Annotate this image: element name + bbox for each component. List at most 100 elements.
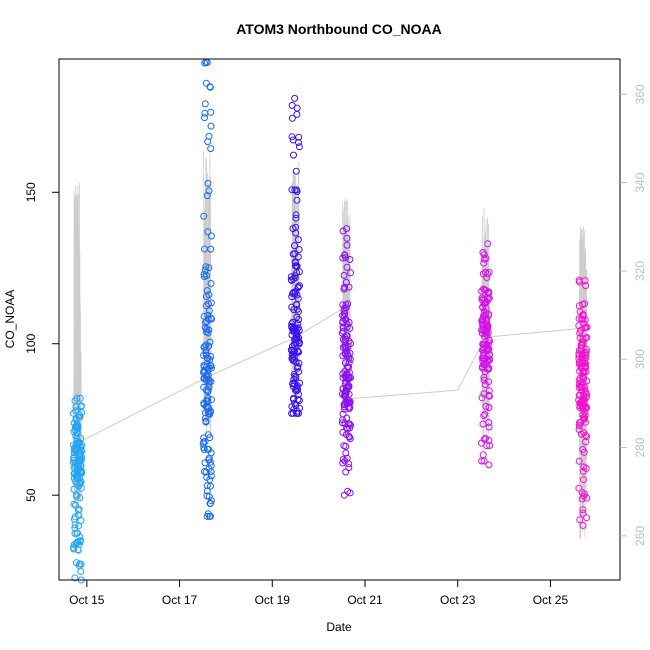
data-point (341, 251, 349, 259)
data-point (483, 365, 491, 373)
data-point (478, 316, 486, 324)
data-point (343, 234, 351, 242)
data-point (201, 109, 209, 117)
data-point (204, 408, 212, 416)
data-point (479, 304, 487, 312)
y2-tick-label: 360 (633, 84, 647, 104)
data-point (287, 273, 295, 281)
data-point (480, 390, 488, 398)
data-point (340, 285, 348, 293)
data-point (342, 345, 350, 352)
data-point (71, 574, 79, 582)
data-point (288, 347, 296, 354)
data-point (344, 300, 352, 308)
data-point (485, 311, 493, 319)
data-point (576, 308, 584, 316)
data-point (295, 348, 302, 356)
data-point (77, 560, 85, 568)
data-point (201, 414, 209, 422)
data-point (583, 514, 591, 522)
y2-axis: 260 280 300 320 340 360 (620, 84, 647, 546)
data-point (295, 368, 303, 376)
data-point (339, 455, 347, 463)
x-tick-label: Oct 21 (347, 593, 383, 607)
data-point (480, 352, 488, 360)
x-tick-label: Oct 17 (162, 593, 198, 607)
data-point (579, 522, 587, 529)
data-point (576, 422, 583, 429)
data-point (342, 278, 350, 286)
data-point (207, 122, 215, 130)
data-point (343, 225, 351, 233)
data-point (583, 433, 591, 441)
data-point (288, 323, 296, 331)
data-point (482, 304, 490, 312)
data-point (486, 442, 494, 449)
data-point (76, 533, 84, 541)
data-point (77, 517, 85, 525)
data-point (75, 505, 83, 513)
data-point (485, 391, 493, 399)
data-point (485, 419, 493, 426)
data-point (345, 460, 353, 468)
data-point (207, 145, 215, 153)
data-point (206, 83, 214, 91)
data-point (582, 282, 590, 290)
data-point (339, 227, 347, 235)
data-point (200, 383, 208, 391)
y-tick-label: 150 (24, 182, 38, 202)
data-point (205, 383, 213, 391)
data-point (289, 250, 297, 258)
data-point (289, 351, 297, 359)
data-point (575, 484, 583, 492)
data-point (77, 469, 85, 477)
data-point (579, 339, 587, 347)
data-point (290, 394, 297, 402)
data-point (581, 396, 589, 404)
data-point (77, 568, 85, 575)
data-point (342, 431, 350, 438)
data-point (346, 324, 354, 332)
data-point (582, 465, 590, 472)
data-point (73, 429, 81, 437)
data-point (202, 302, 210, 310)
data-point (479, 249, 487, 256)
data-point (291, 186, 299, 194)
data-point (76, 480, 84, 488)
data-point (485, 289, 493, 297)
data-point (201, 343, 209, 351)
data-point (289, 275, 297, 283)
data-point (483, 442, 491, 450)
data-point (345, 464, 353, 472)
data-point (78, 447, 86, 455)
data-point (339, 428, 347, 436)
data-point (288, 101, 296, 109)
data-point (485, 387, 493, 395)
data-point (293, 334, 301, 342)
data-point (482, 343, 490, 351)
data-point (207, 353, 215, 360)
y2-tick-label: 340 (633, 172, 647, 192)
data-point (342, 301, 350, 309)
data-point (346, 489, 354, 497)
data-point (581, 387, 589, 395)
data-point (207, 472, 215, 480)
data-point (344, 399, 352, 407)
data-point (576, 334, 584, 342)
data-point (483, 347, 491, 355)
data-point (482, 317, 490, 325)
data-point (293, 291, 301, 299)
data-point (575, 377, 583, 384)
data-point (73, 492, 80, 500)
data-point (339, 370, 347, 378)
y2-tick-label: 300 (633, 349, 647, 369)
data-point (200, 273, 208, 281)
data-point (295, 246, 303, 253)
data-point (208, 315, 215, 323)
data-point (482, 434, 490, 442)
data-point (576, 329, 584, 337)
x-tick-label: Oct 19 (255, 593, 291, 607)
data-point (292, 223, 300, 231)
